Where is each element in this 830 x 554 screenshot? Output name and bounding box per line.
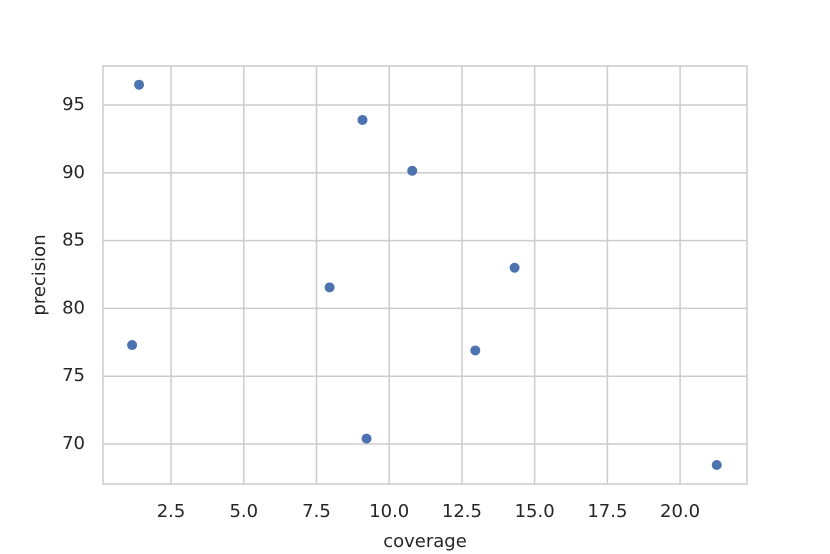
y-tick-label: 90 [62, 162, 85, 183]
x-tick-label: 20.0 [660, 501, 700, 522]
y-tick-label: 80 [62, 297, 85, 318]
x-axis-label: coverage [383, 531, 467, 552]
x-tick-label: 17.5 [587, 501, 627, 522]
x-tick-label: 5.0 [229, 501, 258, 522]
x-tick-label: 10.0 [369, 501, 409, 522]
plot-frame [102, 65, 748, 485]
point [134, 79, 145, 90]
point [711, 460, 722, 471]
x-tick-label: 15.0 [515, 501, 555, 522]
y-tick-label: 70 [62, 433, 85, 454]
point [127, 340, 138, 351]
point [324, 282, 335, 293]
point [361, 433, 372, 444]
point [509, 262, 520, 273]
x-tick-label: 12.5 [442, 501, 482, 522]
y-tick-label: 95 [62, 94, 85, 115]
y-axis-label: precision [29, 234, 50, 315]
x-tick-label: 7.5 [302, 501, 331, 522]
point [407, 165, 418, 176]
x-tick-label: 2.5 [157, 501, 186, 522]
point [357, 114, 368, 125]
y-tick-label: 75 [62, 365, 85, 386]
y-tick-label: 85 [62, 230, 85, 251]
point [470, 345, 481, 356]
